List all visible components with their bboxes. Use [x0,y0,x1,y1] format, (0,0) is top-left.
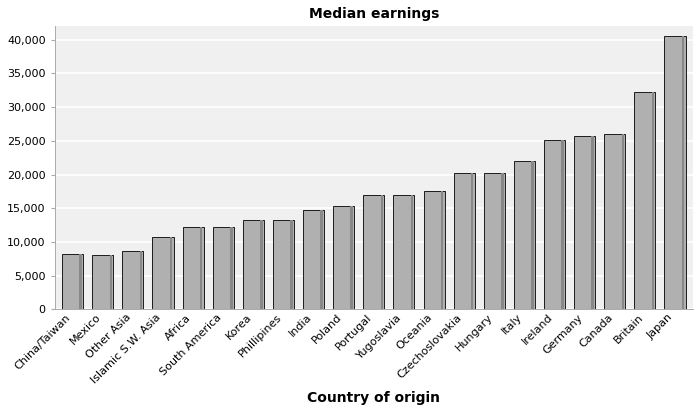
X-axis label: Country of origin: Country of origin [307,391,440,405]
Bar [592,136,594,309]
Bar [484,173,505,309]
Bar [290,220,293,309]
Bar [213,227,234,309]
Bar [260,220,262,309]
Bar [544,140,565,309]
Bar [92,255,113,309]
Bar [441,192,443,309]
Bar [682,36,685,309]
Bar [139,251,142,309]
Bar [153,236,174,309]
Bar [363,195,384,309]
Bar [351,206,353,309]
Bar [454,173,475,309]
Bar [183,227,204,309]
Bar [393,195,414,309]
Bar [652,92,654,309]
Bar [424,192,444,309]
Bar [79,254,82,309]
Bar [303,211,324,309]
Bar [604,134,625,309]
Title: Median earnings: Median earnings [309,7,439,21]
Bar [273,220,294,309]
Bar [574,136,595,309]
Bar [471,173,473,309]
Bar [622,134,624,309]
Bar [122,251,144,309]
Bar [381,195,383,309]
Bar [62,254,83,309]
Bar [333,206,354,309]
Bar [170,236,172,309]
Bar [514,161,535,309]
Bar [634,92,655,309]
Bar [200,227,202,309]
Bar [109,255,112,309]
Bar [411,195,413,309]
Bar [243,220,264,309]
Bar [321,211,323,309]
Bar [664,36,685,309]
Bar [501,173,503,309]
Bar [561,140,564,309]
Bar [230,227,232,309]
Bar [531,161,533,309]
